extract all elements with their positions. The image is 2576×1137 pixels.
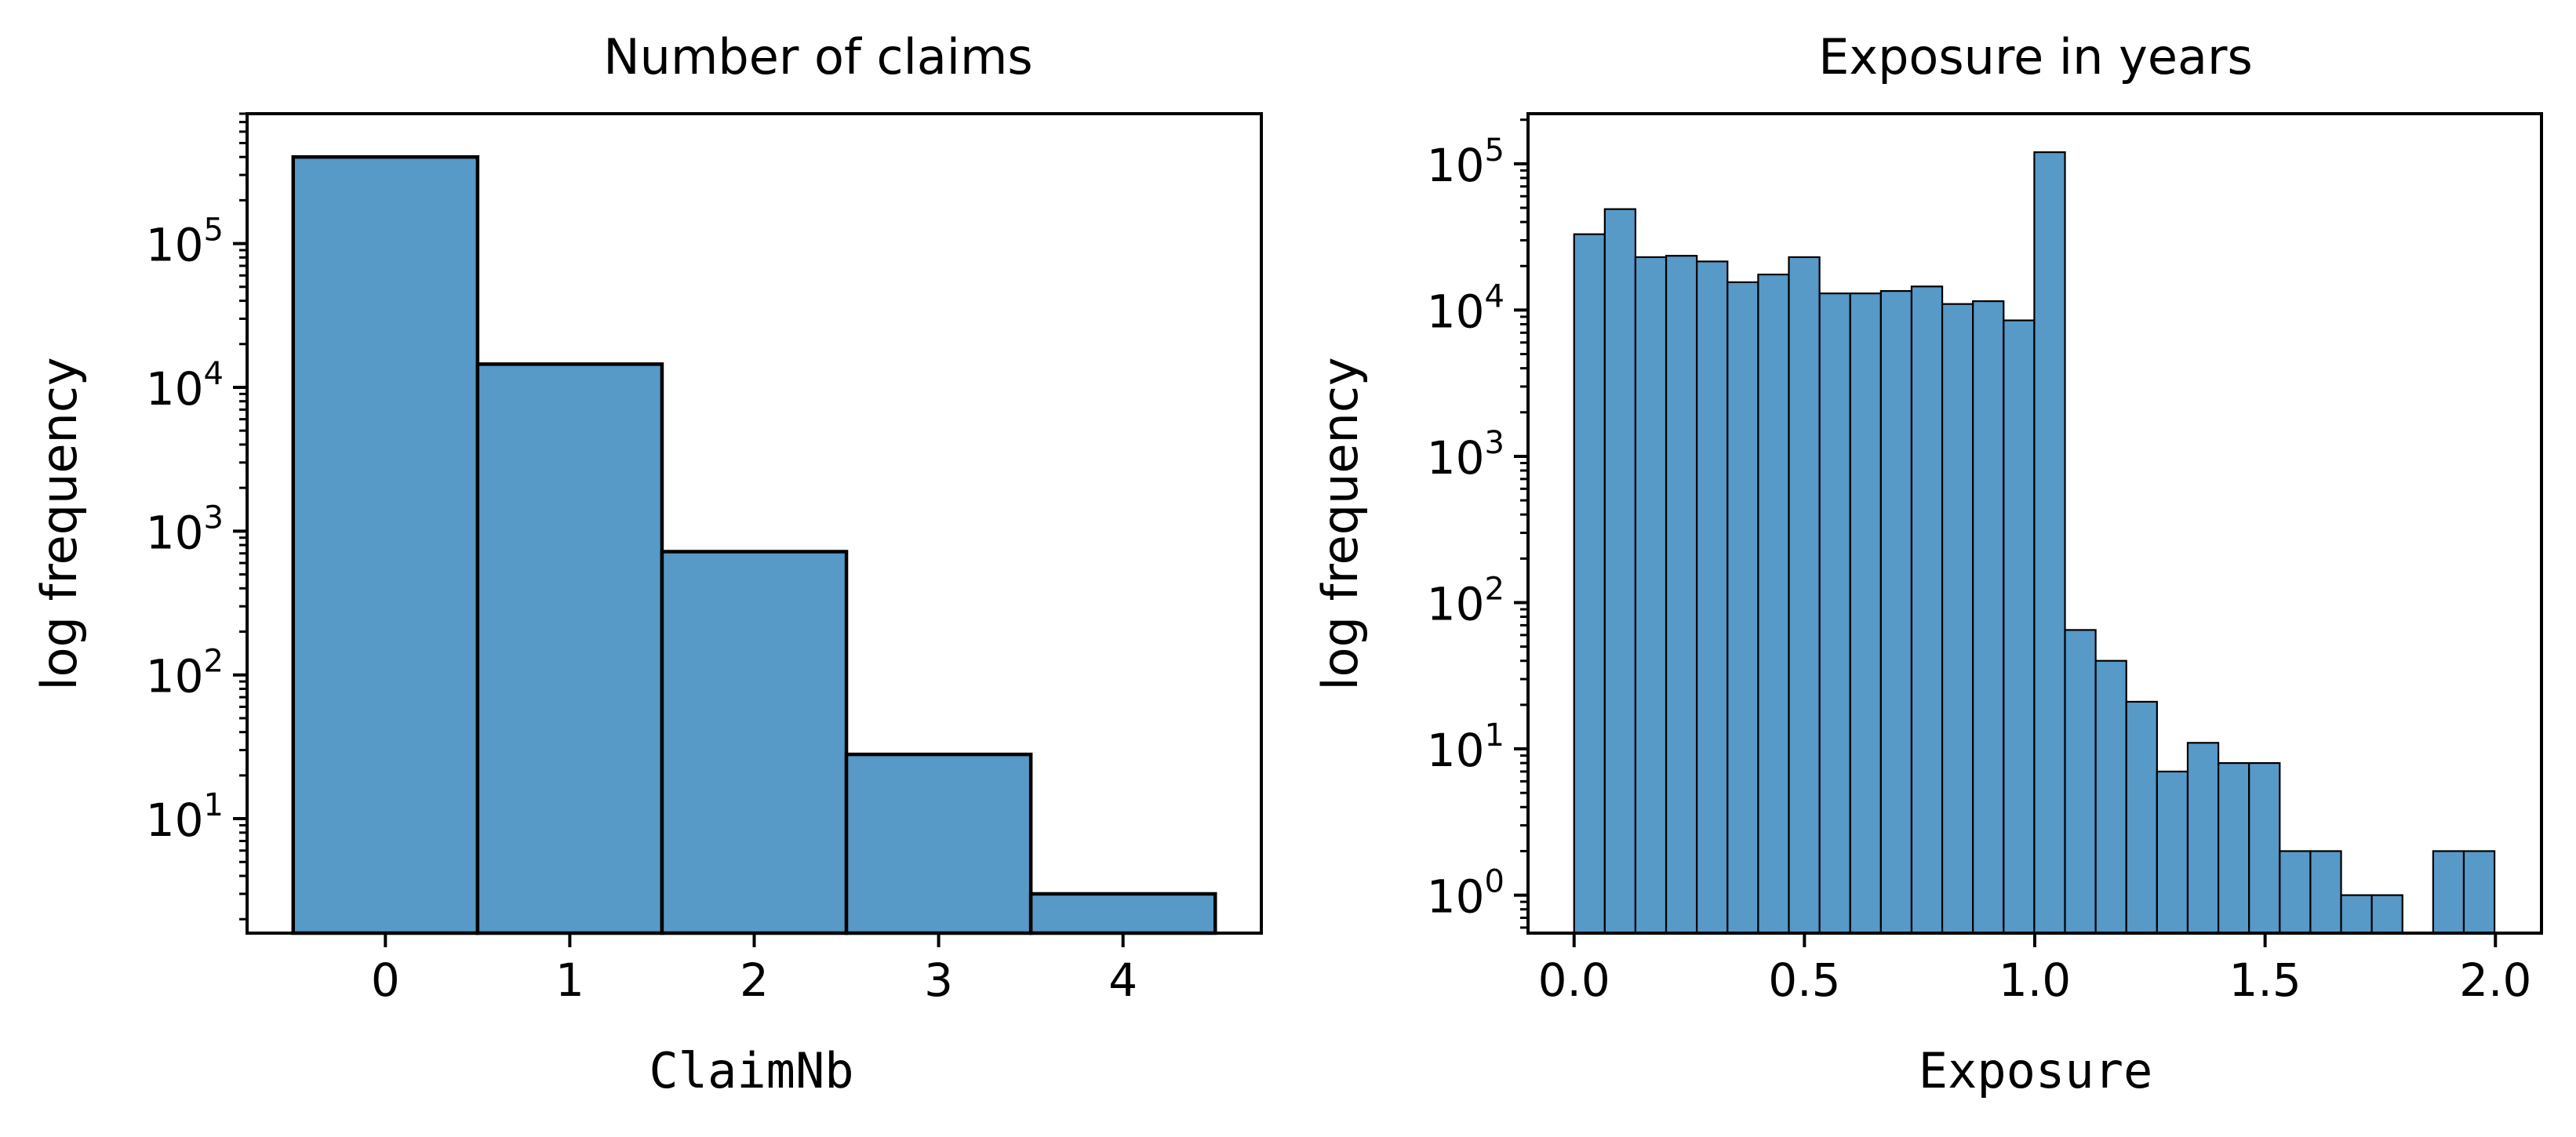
- bar-12: [1941, 303, 1974, 935]
- bar-0: [291, 154, 480, 935]
- chart-claims: Number of claims ClaimNb log frequency 0…: [31, 28, 1263, 1099]
- y-tick-label: 102: [146, 644, 224, 703]
- bar-2: [1634, 256, 1668, 935]
- x-axis-label: Exposure: [1919, 1042, 2153, 1099]
- y-tick-label: 104: [1427, 278, 1504, 338]
- y-tick-label: 102: [1427, 571, 1504, 630]
- bar-0: [1573, 233, 1606, 935]
- bar-20: [2186, 742, 2220, 935]
- y-tick-label: 100: [1427, 864, 1504, 924]
- y-tick-label: 105: [1427, 133, 1504, 192]
- bar-15: [2033, 151, 2066, 935]
- x-tick-label: 4: [1108, 954, 1137, 1007]
- x-tick-label: 1.0: [1999, 954, 2071, 1007]
- y-tick-label: 101: [146, 787, 224, 847]
- x-tick-label: 2: [740, 954, 769, 1007]
- x-tick-label: 3: [924, 954, 953, 1007]
- x-tick-label: 1.5: [2229, 954, 2301, 1007]
- x-tick-label: 0: [371, 954, 400, 1007]
- chart-title: Number of claims: [603, 28, 1032, 85]
- bar-19: [2156, 770, 2189, 935]
- bar-3: [1665, 255, 1698, 935]
- bar-29: [2462, 850, 2496, 935]
- bar-17: [2094, 659, 2127, 935]
- bar-14: [2003, 319, 2036, 935]
- y-tick-label: 101: [1427, 717, 1504, 777]
- x-axis-label: ClaimNb: [649, 1042, 853, 1099]
- x-tick-label: 2.0: [2459, 954, 2531, 1007]
- x-tick-label: 0.0: [1538, 954, 1610, 1007]
- bar-2: [660, 550, 849, 935]
- x-tick-label: 0.5: [1768, 954, 1840, 1007]
- bar-6: [1757, 273, 1790, 935]
- y-tick-label: 104: [146, 356, 224, 416]
- chart-exposure: Exposure in years Exposure log frequency…: [1312, 28, 2543, 1099]
- bar-28: [2432, 850, 2465, 935]
- bar-11: [1910, 285, 1944, 935]
- bar-1: [475, 362, 664, 935]
- bar-3: [844, 752, 1033, 935]
- bar-22: [2248, 762, 2281, 935]
- bar-26: [2370, 894, 2403, 935]
- bar-9: [1849, 292, 1882, 935]
- bar-18: [2125, 700, 2158, 935]
- bar-5: [1726, 281, 1759, 935]
- y-tick-label: 103: [146, 499, 224, 559]
- x-tick-label: 1: [555, 954, 584, 1007]
- chart-title: Exposure in years: [1818, 28, 2253, 85]
- y-tick-label: 103: [1427, 425, 1504, 485]
- bar-1: [1603, 208, 1637, 935]
- bar-4: [1028, 892, 1217, 935]
- bar-24: [2309, 850, 2342, 935]
- bar-16: [2064, 629, 2097, 935]
- bar-4: [1696, 260, 1729, 935]
- bars: [291, 154, 1217, 935]
- y-axis-label: log frequency: [31, 357, 88, 690]
- bar-7: [1788, 256, 1821, 935]
- bar-10: [1879, 290, 1913, 935]
- bar-21: [2217, 762, 2250, 935]
- bar-25: [2340, 894, 2373, 935]
- bar-8: [1818, 292, 1851, 935]
- y-axis-label: log frequency: [1312, 357, 1369, 690]
- bar-23: [2279, 850, 2312, 935]
- y-tick-label: 105: [146, 213, 224, 272]
- bars: [1573, 151, 2496, 935]
- bar-13: [1972, 300, 2005, 935]
